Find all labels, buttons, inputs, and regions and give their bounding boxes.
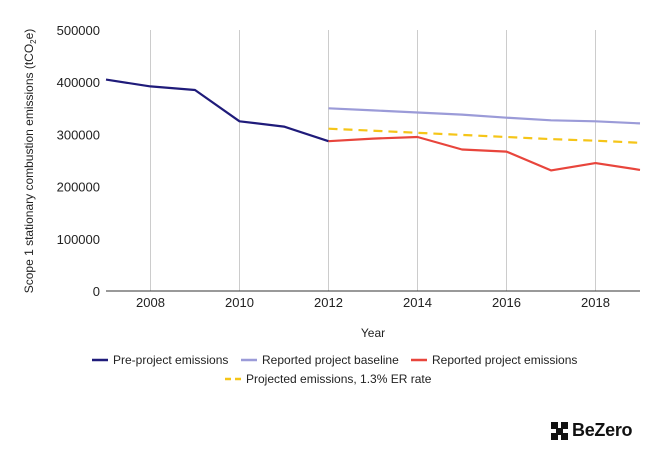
- series-line-2: [328, 135, 641, 172]
- y-tick-300000: 300000: [57, 127, 100, 142]
- series-line-1: [328, 107, 641, 125]
- x-tick-2008: 2008: [136, 295, 165, 310]
- legend-label-2: Reported project emissions: [432, 353, 577, 367]
- x-tick-2016: 2016: [492, 295, 521, 310]
- logo-mark-icon: [551, 421, 569, 440]
- y-tick-400000: 400000: [57, 75, 100, 90]
- y-tick-200000: 200000: [57, 180, 100, 195]
- legend-label-3: Projected emissions, 1.3% ER rate: [246, 372, 432, 386]
- y-tick-100000: 100000: [57, 232, 100, 247]
- x-axis-title: Year: [361, 326, 385, 340]
- y-axis-title-end: e): [22, 29, 36, 40]
- y-axis-title-sub: 2: [29, 39, 38, 44]
- series-line-0: [105, 78, 329, 143]
- series-lines: [105, 78, 641, 172]
- legend-label-0: Pre-project emissions: [113, 353, 228, 367]
- y-axis-title: Scope 1 stationary combustion emissions …: [22, 29, 38, 294]
- y-tick-0: 0: [93, 284, 100, 299]
- series-line-3: [328, 127, 641, 144]
- y-tick-labels: 0 100000 200000 300000 400000 500000: [57, 23, 100, 299]
- legend-label-1: Reported project baseline: [262, 353, 399, 367]
- x-tick-2018: 2018: [581, 295, 610, 310]
- x-tick-2014: 2014: [403, 295, 432, 310]
- grid-lines: [150, 30, 596, 291]
- x-tick-2012: 2012: [314, 295, 343, 310]
- y-axis-title-main: Scope 1 stationary combustion emissions …: [22, 44, 36, 293]
- logo-text: BeZero: [572, 420, 633, 440]
- x-tick-labels: 2008 2010 2012 2014 2016 2018: [136, 295, 610, 310]
- y-tick-500000: 500000: [57, 23, 100, 38]
- legend: Pre-project emissions Reported project ba…: [92, 353, 577, 386]
- x-tick-2010: 2010: [225, 295, 254, 310]
- bezero-logo: BeZero: [551, 420, 633, 441]
